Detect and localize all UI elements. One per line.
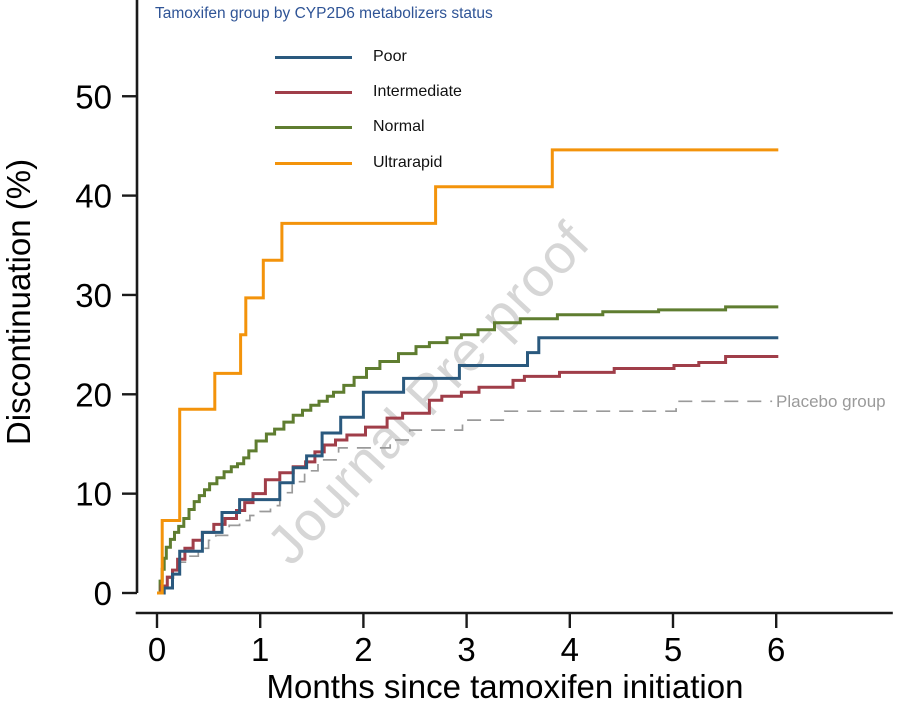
placebo-group-annotation: Placebo group bbox=[776, 392, 886, 411]
series-line-normal bbox=[157, 305, 779, 595]
x-tick-label-4: 4 bbox=[561, 631, 579, 668]
x-tick-label-6: 6 bbox=[767, 631, 785, 668]
y-axis-title: Discontinuation (%) bbox=[0, 159, 37, 445]
x-tick-label-2: 2 bbox=[354, 631, 372, 668]
x-tick-label-3: 3 bbox=[457, 631, 475, 668]
x-axis-title: Months since tamoxifen initiation bbox=[267, 668, 744, 704]
x-tick-label-5: 5 bbox=[664, 631, 682, 668]
series-line-intermediate bbox=[157, 355, 779, 595]
x-tick-label-1: 1 bbox=[251, 631, 269, 668]
x-tick-label-0: 0 bbox=[148, 631, 166, 668]
chart-generated-layer: 0 10 20 30 40 50 0 1 2 3 4 5 6 bbox=[75, 0, 893, 668]
y-tick-label-30: 30 bbox=[75, 277, 112, 314]
series-line-ultrarapid bbox=[157, 148, 779, 595]
y-tick-label-50: 50 bbox=[75, 78, 112, 115]
series-line-placebo-group bbox=[157, 400, 773, 594]
series-line-poor bbox=[157, 336, 779, 595]
y-tick-label-0: 0 bbox=[94, 575, 112, 612]
y-tick-label-10: 10 bbox=[75, 476, 112, 513]
y-tick-label-40: 40 bbox=[75, 178, 112, 215]
y-tick-label-20: 20 bbox=[75, 376, 112, 413]
